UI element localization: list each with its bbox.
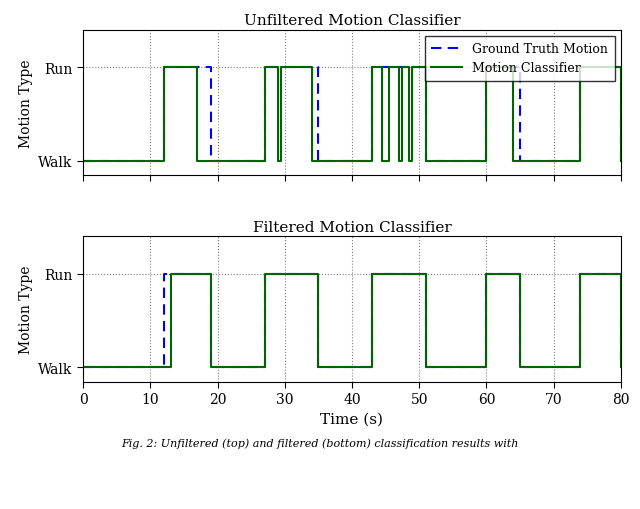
Text: Fig. 2: Unfiltered (top) and filtered (bottom) classification results with: Fig. 2: Unfiltered (top) and filtered (b… [122, 438, 518, 448]
Y-axis label: Motion Type: Motion Type [19, 59, 33, 147]
Title: Filtered Motion Classifier: Filtered Motion Classifier [253, 220, 451, 234]
X-axis label: Time (s): Time (s) [321, 412, 383, 426]
Legend: Ground Truth Motion, Motion Classifier: Ground Truth Motion, Motion Classifier [425, 37, 614, 81]
Y-axis label: Motion Type: Motion Type [19, 265, 33, 353]
Title: Unfiltered Motion Classifier: Unfiltered Motion Classifier [244, 14, 460, 28]
